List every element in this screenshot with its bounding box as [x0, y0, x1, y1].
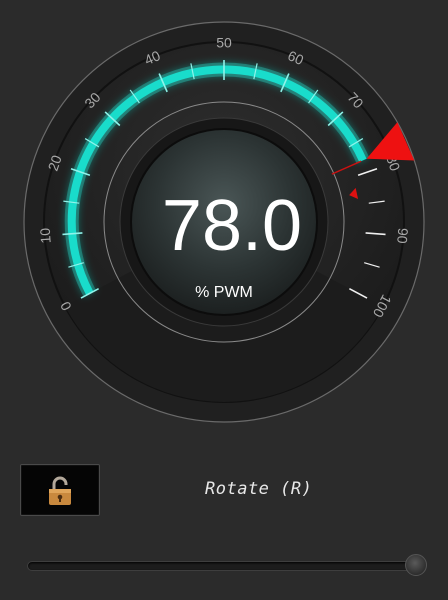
gauge-tick: [190, 63, 195, 80]
gauge-tick-label: 20: [45, 153, 65, 173]
gauge-tick: [253, 63, 258, 80]
gauge-tick: [327, 111, 344, 127]
gauge-tick: [348, 138, 364, 148]
lock-button[interactable]: [20, 464, 100, 516]
gauge-ticks: [62, 60, 386, 299]
gauge-tick: [280, 73, 290, 93]
gauge-tick-label: 50: [216, 35, 232, 51]
gauge-tick-label: 10: [37, 227, 54, 244]
gauge-tick: [365, 232, 386, 236]
gauge-tick: [158, 73, 168, 93]
gauge-tick: [68, 262, 84, 268]
gauge-tick: [104, 111, 121, 127]
gauge-tick: [349, 287, 368, 299]
gauge-tick: [84, 138, 100, 148]
rotate-label: Rotate (R): [205, 479, 313, 499]
gauge-tick-label: 90: [394, 227, 411, 244]
slider-track[interactable]: [27, 561, 424, 571]
slider[interactable]: [27, 554, 428, 576]
gauge-tick: [368, 200, 385, 204]
gauge-tick: [357, 167, 378, 177]
gauge-tick: [63, 200, 80, 204]
gauge-inner-ring: [103, 101, 345, 343]
gauge-setpoint-marker: [349, 187, 359, 200]
gauge-center-disc: [130, 128, 318, 316]
gauge-tick: [62, 232, 83, 236]
gauge-tick-label: 60: [285, 47, 306, 68]
gauge-value-arc: [67, 65, 367, 296]
gauge-tick-label: 40: [142, 47, 163, 68]
unlocked-padlock-icon: [49, 476, 71, 505]
slider-thumb[interactable]: [405, 554, 428, 576]
gauge-tick: [364, 262, 380, 268]
gauge-pointer-triangle: [366, 122, 415, 161]
gauge-pointer-line: [331, 160, 362, 175]
gauge-tick: [80, 287, 99, 299]
gauge-tick: [308, 89, 319, 104]
gauge-tick: [129, 89, 140, 104]
gauge: 0 10 20 30 40 50 60 70 80 90 100 78.0 % PWM: [23, 21, 425, 423]
gauge-tick: [70, 167, 91, 177]
gauge-unit: % PWM: [195, 284, 253, 301]
gauge-value: 78.0: [162, 186, 302, 266]
